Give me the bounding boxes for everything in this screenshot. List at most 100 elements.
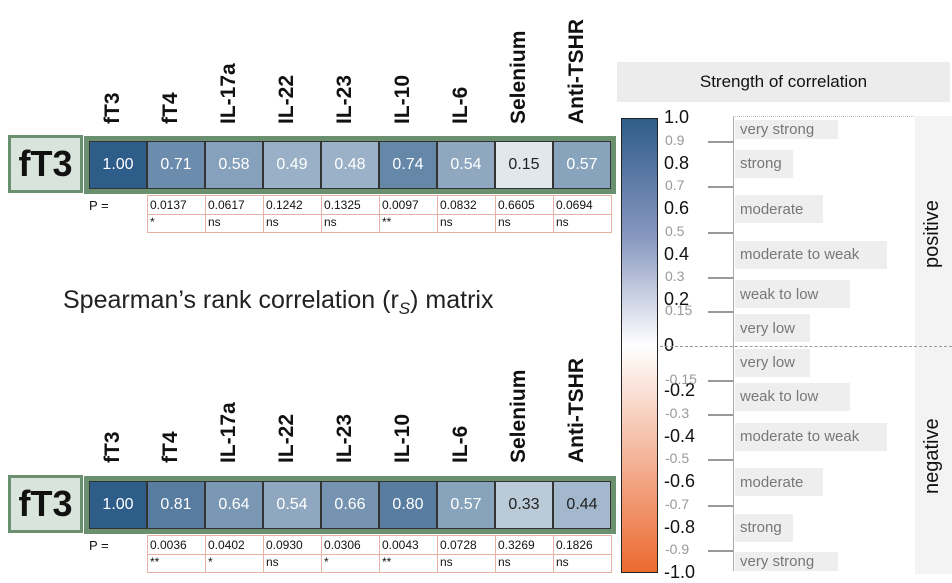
column-label-il-17a: IL-17a — [217, 63, 240, 124]
legend-minor-tick-label: 0.15 — [665, 302, 693, 319]
heatmap-cell: 1.00 — [89, 481, 147, 529]
legend-minor-tick-label: 0.7 — [665, 177, 685, 194]
correlation-category: very low — [735, 348, 810, 377]
p-value: 0.0306 — [324, 538, 361, 552]
column-label-il-10: IL-10 — [391, 413, 414, 463]
heatmap-cell: 0.54 — [263, 481, 321, 529]
p-value: 0.3269 — [498, 538, 535, 552]
legend-minor-tick — [708, 550, 734, 553]
legend-tick-label: 0.2 — [664, 289, 690, 309]
significance-mark: * — [208, 555, 213, 569]
legend-tick-label: 0.6 — [664, 198, 690, 218]
heatmap-cell: 0.57 — [553, 141, 611, 189]
legend-tick-label: 0 — [664, 334, 675, 355]
legend-tick-label: -0.2 — [664, 380, 696, 400]
p-grid-line — [321, 195, 322, 233]
correlation-category: weak to low — [735, 382, 850, 411]
legend-top-line — [733, 116, 952, 117]
legend-tick-label: 0.8 — [664, 152, 690, 173]
positive-label: positive — [921, 200, 943, 268]
legend-minor-tick-label: 0.5 — [665, 222, 685, 239]
legend-axis-line — [733, 116, 734, 571]
p-grid-line — [205, 195, 206, 233]
positive-panel — [915, 116, 952, 346]
p-grid-line — [553, 535, 554, 573]
p-value: 0.0036 — [150, 538, 187, 552]
p-grid-line — [205, 535, 206, 573]
heatmap-cell: 0.81 — [147, 481, 205, 529]
p-grid-line — [611, 535, 612, 573]
significance-mark: ns — [498, 215, 511, 229]
column-label-ft4: fT4 — [159, 431, 182, 464]
correlation-category: strong — [735, 149, 793, 178]
p-value: 0.0097 — [382, 198, 419, 212]
p-grid-line — [379, 535, 380, 573]
caption-main: Spearman’s rank correlation (r — [63, 286, 399, 314]
heatmap-cell: 0.57 — [437, 481, 495, 529]
heatmap-cell: 0.74 — [379, 141, 437, 189]
p-value: 0.0137 — [150, 198, 187, 212]
significance-mark: * — [150, 215, 155, 229]
p-grid-line — [147, 535, 148, 573]
legend-tick-label: -0.4 — [664, 425, 696, 446]
p-value: 0.1242 — [266, 198, 303, 212]
legend-zero-line — [660, 345, 952, 347]
correlation-category: moderate to weak — [735, 422, 887, 451]
legend-minor-tick — [708, 459, 734, 462]
column-label-anti-tshr: Anti-TSHR — [565, 19, 588, 124]
legend-minor-tick-label: -0.9 — [665, 541, 690, 558]
heatmap-cell: 1.00 — [89, 141, 147, 189]
correlation-category: very strong — [735, 120, 838, 139]
p-value-prefix: P = — [89, 538, 109, 553]
correlation-category: moderate to weak — [735, 240, 887, 269]
significance-mark: ** — [150, 555, 160, 569]
correlation-category: strong — [735, 513, 793, 542]
column-label-il-22: IL-22 — [275, 413, 298, 463]
significance-mark: ns — [324, 215, 337, 229]
legend-tick-label: -0.8 — [664, 516, 696, 537]
column-label-anti-tshr: Anti-TSHR — [565, 358, 588, 463]
legend-tick-label: 0.4 — [664, 243, 690, 264]
p-value: 0.0043 — [382, 538, 419, 552]
heatmap-cell: 0.48 — [321, 141, 379, 189]
significance-mark: ns — [556, 215, 569, 229]
legend-title: Strength of correlation — [617, 62, 950, 102]
p-value: 0.0617 — [208, 198, 245, 212]
row-label-ft3: fT3 — [8, 135, 83, 193]
significance-mark: ** — [382, 215, 392, 229]
column-label-il-6: IL-6 — [449, 425, 472, 463]
heatmap-cell: 0.54 — [437, 141, 495, 189]
p-grid-line — [553, 195, 554, 233]
p-grid-line — [611, 195, 612, 233]
column-label-il-10: IL-10 — [391, 74, 414, 124]
p-grid-line — [437, 535, 438, 573]
significance-mark: ns — [266, 215, 279, 229]
p-value: 0.0728 — [440, 538, 477, 552]
column-label-selenium: Selenium — [507, 369, 530, 463]
heatmap-cell: 0.66 — [321, 481, 379, 529]
legend-minor-tick — [708, 504, 734, 507]
p-grid-line — [437, 195, 438, 233]
column-label-il-23: IL-23 — [333, 74, 356, 124]
legend-minor-tick-label: 0.3 — [665, 268, 685, 285]
p-grid-line — [495, 535, 496, 573]
negative-label: negative — [921, 418, 943, 494]
significance-mark: ns — [440, 555, 453, 569]
significance-mark: ns — [440, 215, 453, 229]
column-label-ft3: fT3 — [101, 431, 124, 464]
heatmap-cell: 0.58 — [205, 141, 263, 189]
heatmap-cell: 0.80 — [379, 481, 437, 529]
correlation-category: moderate — [735, 195, 823, 223]
column-label-ft4: fT4 — [159, 92, 182, 125]
legend-minor-tick — [708, 311, 734, 314]
p-value: 0.1325 — [324, 198, 361, 212]
legend-tick-label: 1.0 — [664, 107, 690, 127]
p-grid-line — [147, 195, 148, 233]
correlation-category: very strong — [735, 552, 838, 571]
caption-end: ) matrix — [410, 286, 494, 314]
significance-mark: ** — [382, 555, 392, 569]
matrix-caption: Spearman’s rank correlation (rS) matrix — [63, 286, 493, 319]
heatmap-cell: 0.33 — [495, 481, 553, 529]
legend-minor-tick-label: 0.9 — [665, 131, 685, 148]
column-label-ft3: fT3 — [101, 92, 124, 125]
